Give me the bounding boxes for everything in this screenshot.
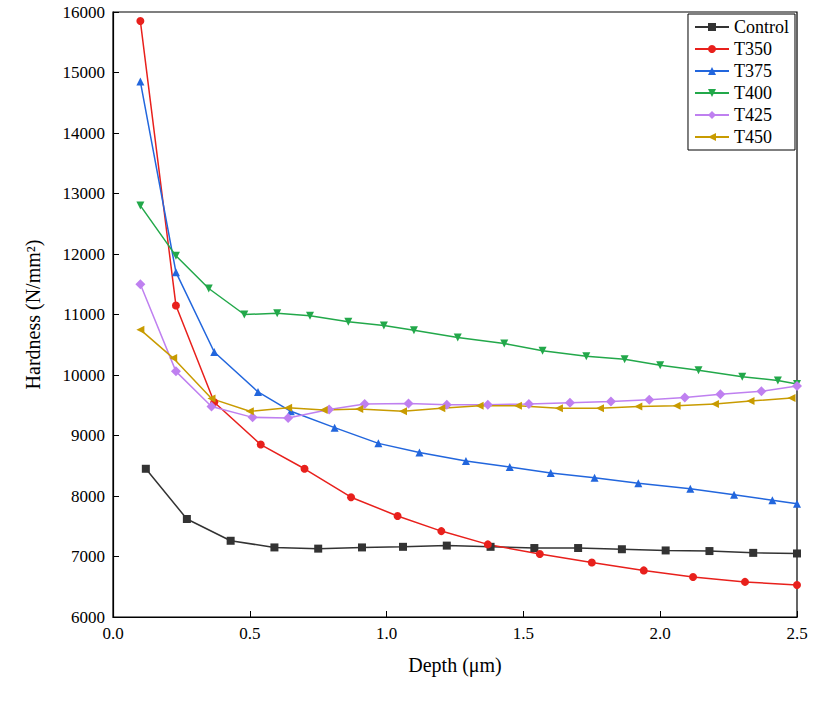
svg-text:16000: 16000 [63,3,106,22]
svg-text:Control: Control [734,17,789,37]
svg-text:T450: T450 [734,127,772,147]
svg-text:7000: 7000 [71,547,105,566]
svg-text:1.5: 1.5 [513,624,534,643]
svg-text:Hardness (N/mm²): Hardness (N/mm²) [22,240,45,390]
svg-text:14000: 14000 [63,124,106,143]
svg-text:T350: T350 [734,39,772,59]
svg-text:9000: 9000 [71,426,105,445]
svg-text:10000: 10000 [63,366,106,385]
svg-text:15000: 15000 [63,63,106,82]
svg-text:11000: 11000 [63,305,105,324]
svg-text:0.5: 0.5 [239,624,260,643]
svg-text:12000: 12000 [63,245,106,264]
svg-text:2.5: 2.5 [786,624,807,643]
svg-text:1.0: 1.0 [376,624,397,643]
svg-text:T375: T375 [734,61,772,81]
svg-text:T400: T400 [734,83,772,103]
svg-text:2.0: 2.0 [650,624,671,643]
svg-text:6000: 6000 [71,608,105,627]
svg-text:T425: T425 [734,105,772,125]
svg-text:8000: 8000 [71,487,105,506]
svg-text:13000: 13000 [63,184,106,203]
svg-text:Depth (μm): Depth (μm) [408,654,501,677]
svg-text:0.0: 0.0 [102,624,123,643]
